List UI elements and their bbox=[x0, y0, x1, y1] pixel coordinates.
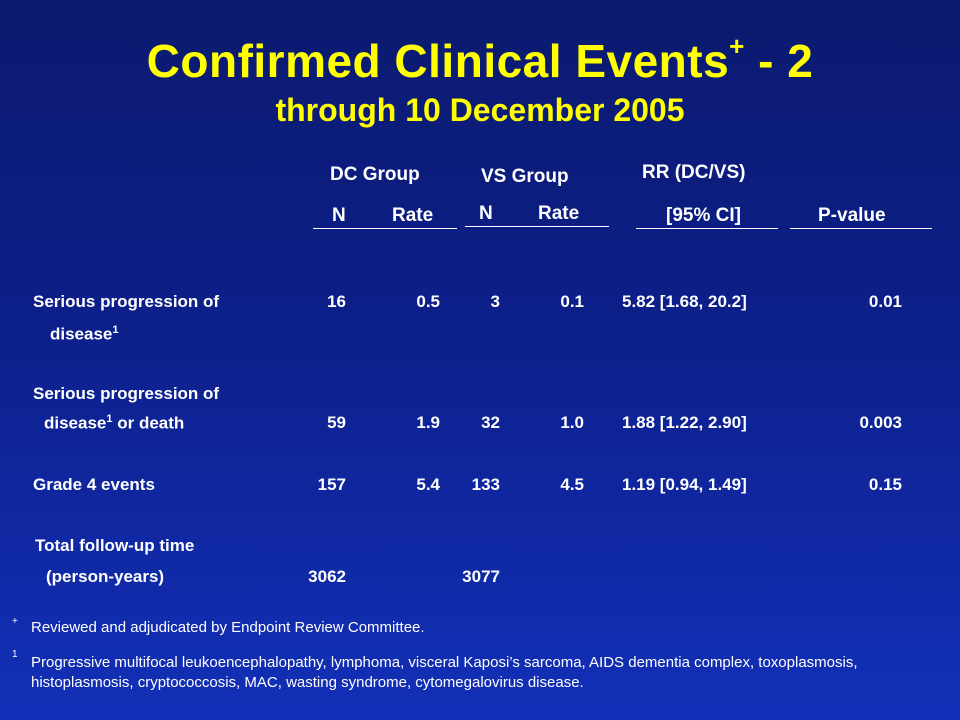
rr-header: RR (DC/VS) bbox=[642, 162, 746, 183]
row3-dc-n: 157 bbox=[317, 475, 346, 494]
dc-group-header: DC Group bbox=[330, 164, 420, 185]
pvalue-header: P-value bbox=[818, 205, 886, 226]
row1-label-line2: disease1 bbox=[50, 324, 119, 344]
row3-pvalue: 0.15 bbox=[868, 475, 902, 494]
row2-vs-rate: 1.0 bbox=[560, 413, 584, 432]
row4-dc-n: 3062 bbox=[308, 567, 346, 586]
footnote-mark-plus: + bbox=[12, 616, 18, 627]
row2-vs-n: 32 bbox=[481, 413, 500, 432]
row2-dc-rate: 1.9 bbox=[416, 413, 440, 432]
row1-rr: 5.82 [1.68, 20.2] bbox=[622, 292, 747, 311]
footnote-review: Reviewed and adjudicated by Endpoint Rev… bbox=[31, 619, 425, 636]
row1-vs-rate: 0.1 bbox=[560, 292, 584, 311]
row3-vs-rate: 4.5 bbox=[560, 475, 584, 494]
row3-rr: 1.19 [0.94, 1.49] bbox=[622, 475, 747, 494]
row2-dc-n: 59 bbox=[327, 413, 346, 432]
dc-rate-header: Rate bbox=[392, 205, 434, 226]
row3-dc-rate: 5.4 bbox=[416, 475, 440, 494]
row4-label-line1: Total follow-up time bbox=[35, 536, 195, 555]
row4-vs-n: 3077 bbox=[462, 567, 500, 586]
row3-vs-n: 133 bbox=[471, 475, 500, 494]
pvalue-header-underline bbox=[790, 228, 932, 229]
footnote-definition: Progressive multifocal leukoencephalopat… bbox=[31, 654, 858, 691]
title-superscript: + bbox=[729, 30, 745, 61]
vs-n-header: N bbox=[479, 203, 493, 224]
row1-dc-rate: 0.5 bbox=[416, 292, 440, 311]
row2-label-line2: disease1 or death bbox=[44, 413, 185, 433]
dc-n-header: N bbox=[332, 205, 346, 226]
vs-group-header: VS Group bbox=[481, 166, 569, 187]
ci-header-underline bbox=[636, 228, 778, 229]
row2-pvalue: 0.003 bbox=[859, 413, 902, 432]
row3-label: Grade 4 events bbox=[33, 475, 155, 494]
row1-vs-n: 3 bbox=[490, 292, 500, 311]
footnote-mark-1: 1 bbox=[12, 649, 18, 660]
slide-title-text: Confirmed Clinical Events bbox=[146, 35, 730, 87]
row1-dc-n: 16 bbox=[327, 292, 346, 311]
row2-rr: 1.88 [1.22, 2.90] bbox=[622, 413, 747, 432]
row1-pvalue: 0.01 bbox=[868, 292, 902, 311]
dc-header-underline bbox=[313, 228, 457, 229]
row1-label-line1: Serious progression of bbox=[33, 292, 220, 311]
ci-header: [95% CI] bbox=[666, 205, 741, 226]
row4-label-line2: (person-years) bbox=[46, 567, 165, 586]
slide-title: Confirmed Clinical Events+ - 2 bbox=[0, 30, 960, 88]
vs-header-underline bbox=[465, 226, 609, 227]
row2-label-line1: Serious progression of bbox=[33, 384, 220, 403]
slide-title-suffix: - 2 bbox=[744, 35, 814, 87]
slide-subtitle: through 10 December 2005 bbox=[275, 92, 685, 128]
vs-rate-header: Rate bbox=[538, 203, 580, 224]
